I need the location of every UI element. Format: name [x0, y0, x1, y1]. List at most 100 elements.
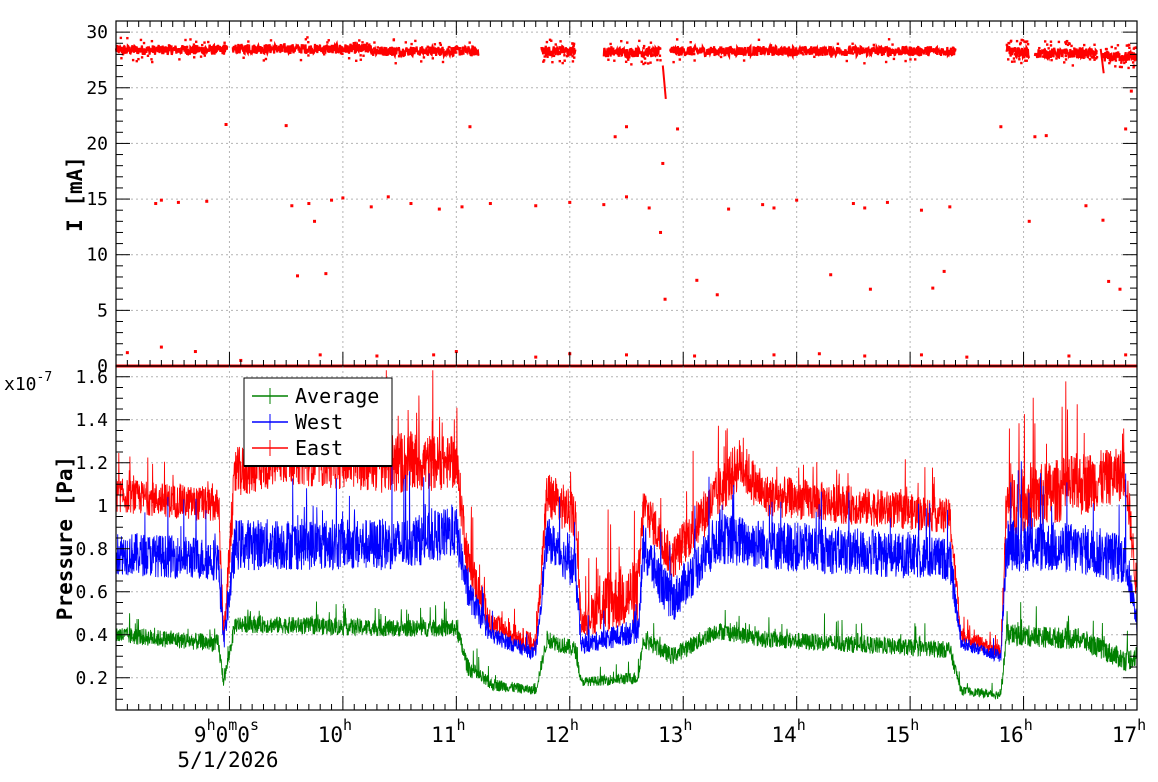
current-band-point [1007, 41, 1010, 45]
current-outlier-point [224, 123, 228, 126]
current-band-point [231, 48, 235, 51]
current-y-tick-label: 15 [86, 189, 108, 210]
current-band-point [858, 52, 862, 55]
current-band-point [892, 57, 896, 61]
current-y-tick-label: 30 [86, 22, 108, 43]
current-band [370, 43, 480, 60]
current-band-point [185, 45, 189, 49]
current-band-point [422, 56, 426, 59]
current-band [1033, 46, 1099, 62]
pressure-series-average [115, 601, 1138, 700]
current-outlier-point [534, 355, 538, 359]
current-outlier-point [693, 354, 697, 358]
current-band-point [607, 58, 610, 61]
time-hour: 12 [545, 723, 570, 747]
current-band-point [1064, 41, 1067, 44]
current-band-point [851, 52, 855, 55]
current-band-point [542, 60, 545, 63]
current-band-point [223, 41, 226, 44]
current-band-point [1085, 53, 1088, 56]
current-band-point [643, 57, 647, 60]
current-band-point [545, 40, 549, 44]
pressure-y-axis-title: Pressure [Pa] [53, 456, 77, 620]
current-band-point [636, 53, 639, 56]
current-band-point [558, 47, 561, 50]
current-band-point [1013, 53, 1017, 56]
current-band-point [373, 41, 376, 44]
current-band-point [1020, 38, 1023, 42]
current-band-point [1041, 55, 1045, 58]
current-band-point [189, 38, 192, 41]
current-band-point [1114, 65, 1117, 68]
current-band-point [571, 42, 574, 45]
current-outlier-point [159, 198, 163, 202]
current-outlier-point [432, 353, 436, 357]
current-band-point [1026, 43, 1030, 46]
current-band-point [1106, 50, 1109, 54]
current-outlier-point [919, 353, 923, 357]
pressure-series [115, 370, 1138, 700]
current-band-point [224, 45, 227, 48]
current-band-point [448, 45, 451, 49]
current-band-point [1025, 55, 1029, 58]
current-outlier-point [999, 125, 1003, 129]
current-band-point [1025, 40, 1029, 43]
current-band-point [630, 63, 633, 66]
current-band-point [554, 51, 557, 54]
current-ramp [661, 65, 667, 99]
current-band-point [620, 39, 623, 43]
current-band-point [1127, 43, 1131, 47]
current-outlier-point [488, 202, 492, 206]
current-band-point [436, 50, 440, 53]
current-band-point [545, 48, 548, 51]
current-band-point [1127, 66, 1130, 70]
current-band-point [836, 42, 840, 46]
current-band-point [279, 50, 282, 53]
current-band-point [207, 40, 210, 44]
current-band-point [203, 54, 207, 57]
current-band-point [1006, 45, 1009, 48]
current-band-point [326, 41, 329, 44]
current-band-point [770, 47, 774, 50]
current-outlier-point [369, 205, 373, 209]
current-band-point [563, 59, 566, 62]
current-band-point [135, 59, 138, 63]
current-outlier-point [659, 230, 663, 234]
current-band-point [769, 44, 773, 47]
current-band-point [1082, 56, 1085, 60]
current-band-point [757, 38, 761, 42]
current-band-point [247, 40, 250, 43]
current-band-point [331, 50, 334, 54]
current-band-point [139, 38, 143, 42]
current-outlier-point [715, 293, 719, 297]
current-outlier-point [647, 206, 651, 210]
current-outlier-point [931, 286, 935, 290]
current-band-point [572, 43, 575, 47]
time-hour: 16 [998, 723, 1023, 747]
current-band-point [1078, 47, 1082, 50]
current-outlier-point [568, 200, 572, 204]
current-band-point [438, 41, 442, 45]
current-band-point [201, 43, 204, 47]
current-band-point [1126, 44, 1130, 47]
current-band-point [546, 55, 549, 59]
current-band-point [194, 40, 198, 43]
current-band-point [359, 54, 362, 57]
current-band-point [142, 41, 146, 45]
current-band-point [570, 49, 574, 52]
current-band-point [540, 47, 544, 50]
current-y-axis: 0 5 10 15 20 25 30 [86, 21, 1138, 377]
current-band-point [307, 40, 310, 44]
current-band-point [1066, 43, 1070, 47]
first-time-part: m [228, 716, 237, 734]
time-x-tick-label: 16h [998, 716, 1032, 747]
current-band-point [354, 41, 357, 45]
time-hour-suffix: h [570, 716, 579, 734]
current-band-point [426, 45, 429, 48]
current-band-point [557, 50, 560, 54]
current-band-point [1025, 52, 1028, 55]
current-band-point [1064, 42, 1068, 46]
current-band-point [438, 51, 441, 54]
current-outlier-point [772, 206, 776, 210]
